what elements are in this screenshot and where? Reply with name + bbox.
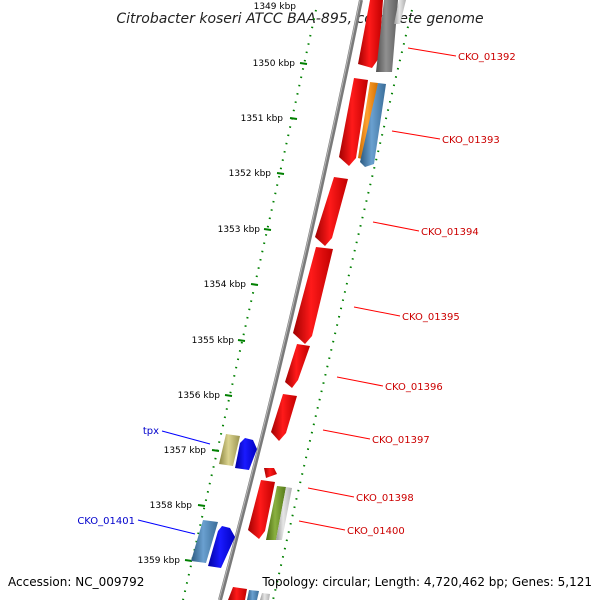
tick-label: 1357 kbp bbox=[164, 446, 207, 456]
tick-label: 1356 kbp bbox=[178, 391, 221, 401]
tick-label: 1349 kbp bbox=[254, 2, 297, 12]
gene-label: CKO_01393 bbox=[442, 135, 500, 146]
gene-label: CKO_01396 bbox=[385, 382, 443, 393]
gene-CKO_01397 bbox=[271, 394, 297, 441]
tick-label: 1354 kbp bbox=[204, 280, 247, 290]
map-title: Citrobacter koseri ATCC BAA-895, complet… bbox=[116, 11, 483, 27]
gene-tpx-olive bbox=[219, 434, 240, 466]
gene-label: CKO_01394 bbox=[421, 227, 479, 238]
gene-light-grey bbox=[394, 0, 406, 24]
gene-label: CKO_01398 bbox=[356, 493, 414, 504]
backbone-ring-highlight bbox=[218, 0, 361, 600]
gene-dark-grey bbox=[376, 0, 398, 72]
tick-label: 1359 kbp bbox=[138, 556, 181, 566]
reverse-strand-features bbox=[228, 0, 406, 600]
gene-CKO_01396 bbox=[285, 344, 310, 388]
gene-label: CKO_01400 bbox=[347, 526, 405, 537]
gene-CKO_01401-steel bbox=[191, 520, 218, 563]
gene-label: tpx bbox=[143, 426, 159, 437]
gene-tpx bbox=[235, 438, 257, 470]
gene-light-grey-2 bbox=[276, 487, 292, 540]
gene-CKO_01395 bbox=[293, 247, 333, 344]
gene-CKO_01394 bbox=[315, 177, 348, 246]
gene-CKO_01401 bbox=[208, 526, 235, 568]
tick-label: 1353 kbp bbox=[218, 225, 261, 235]
gene-CKO_01393 bbox=[339, 78, 368, 166]
accession-text: Accession: NC_009792 bbox=[8, 575, 144, 589]
scale-labels: 1349 kbp 1350 kbp 1351 kbp 1352 kbp 1353… bbox=[138, 2, 297, 566]
reverse-gene-labels: CKO_01392 CKO_01393 CKO_01394 CKO_01395 … bbox=[347, 52, 516, 537]
tick-label: 1358 kbp bbox=[150, 501, 193, 511]
scale-ring-outer bbox=[272, 9, 413, 600]
gene-CKO_01398 bbox=[264, 468, 277, 478]
gene-CKO_01392 bbox=[358, 0, 383, 68]
gene-bottom-light bbox=[260, 593, 270, 600]
tick-label: 1350 kbp bbox=[253, 59, 296, 69]
gene-bottom-red bbox=[228, 587, 247, 600]
gene-label: CKO_01397 bbox=[372, 435, 430, 446]
scale-ticks bbox=[184, 62, 308, 562]
gene-label: CKO_01395 bbox=[402, 312, 460, 323]
scale-ring-inner bbox=[182, 9, 317, 600]
gene-orange bbox=[358, 82, 378, 160]
gene-label: CKO_01392 bbox=[458, 52, 516, 63]
forward-gene-labels: tpx CKO_01401 bbox=[77, 426, 159, 527]
label-leaders bbox=[137, 47, 457, 535]
backbone-ring bbox=[218, 0, 363, 600]
tick-label: 1351 kbp bbox=[241, 114, 284, 124]
gene-steel-blue bbox=[360, 83, 386, 167]
gene-green bbox=[266, 486, 286, 540]
gene-label: CKO_01401 bbox=[77, 516, 135, 527]
topology-text: Topology: circular; Length: 4,720,462 bp… bbox=[261, 575, 592, 589]
gene-CKO_01400 bbox=[248, 480, 275, 539]
gene-bottom-blue bbox=[247, 590, 259, 600]
forward-strand-features bbox=[191, 434, 257, 568]
tick-label: 1352 kbp bbox=[229, 169, 272, 179]
tick-label: 1355 kbp bbox=[192, 336, 235, 346]
